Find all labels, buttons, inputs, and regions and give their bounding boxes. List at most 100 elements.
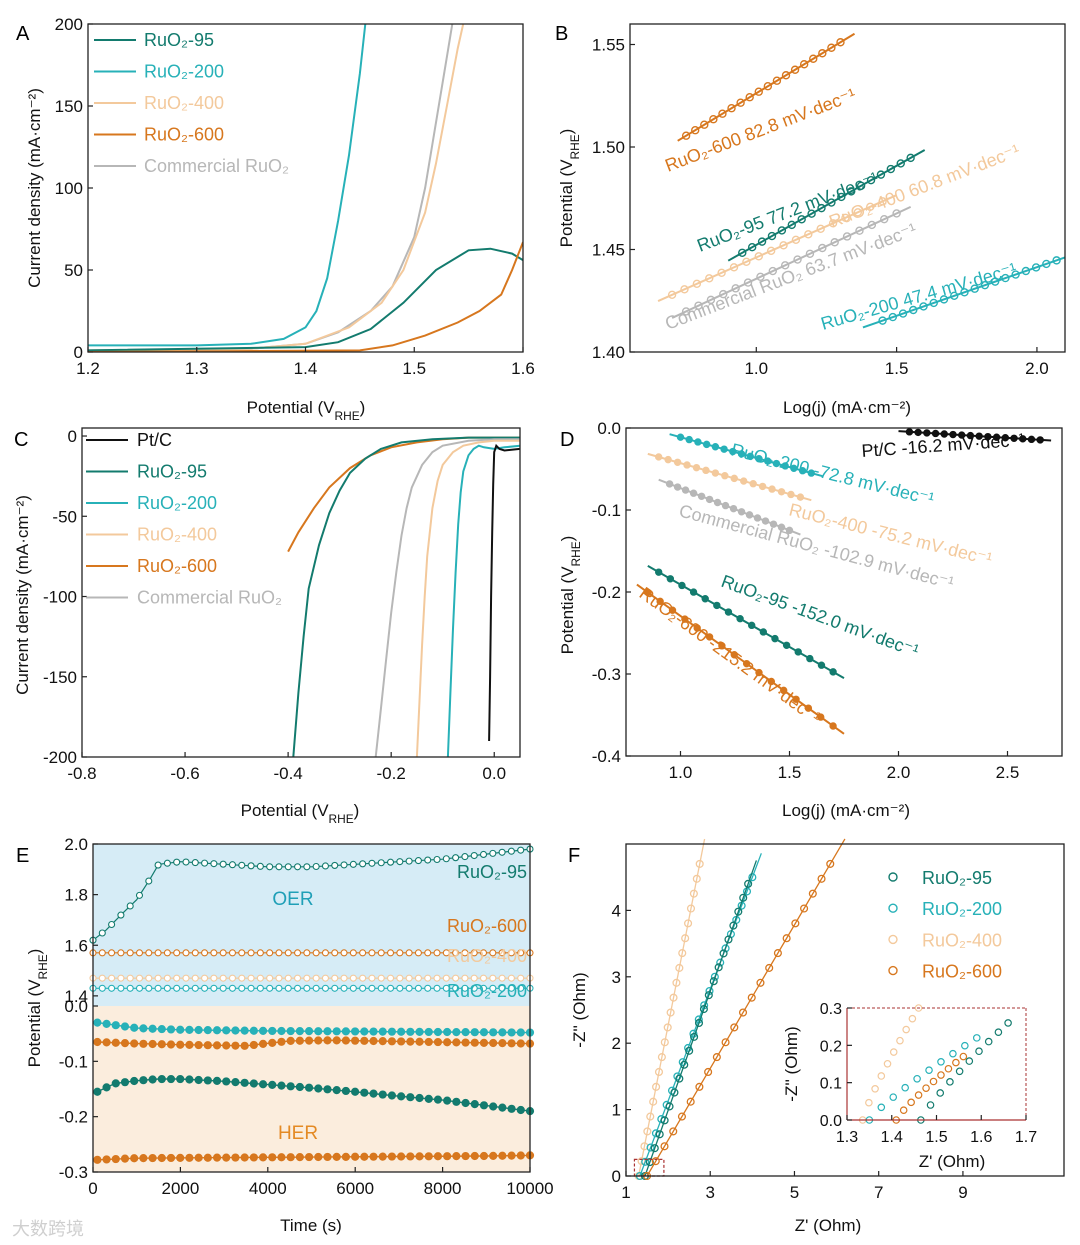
panel-e-oer-point [340, 861, 348, 869]
panel-b-point [919, 302, 928, 311]
panel-f-x-label: 9 [958, 1183, 967, 1202]
panel-e-her-point [277, 1037, 286, 1046]
panel-e-her-point [166, 1153, 176, 1163]
panel-e-her-point [470, 1151, 479, 1161]
panel-e-oer-point [321, 862, 329, 870]
panel-e-oer-point [396, 984, 404, 992]
panel-e-her-point [185, 1025, 194, 1035]
panel-e-her-point [341, 1036, 351, 1045]
panel-e-her-point [304, 1027, 314, 1036]
panel-f-point [782, 934, 791, 943]
panel-e-her-point [148, 1075, 157, 1084]
panel-e-her-point [93, 1037, 102, 1047]
panel-b-point [898, 309, 908, 318]
panel-d-series-label: RuO₂-95 -152.0 mV·dec⁻¹ [719, 571, 922, 661]
panel-e-oer-point [191, 859, 199, 867]
panel-f-point [695, 859, 704, 868]
panel-f-inset-point [907, 1098, 915, 1107]
panel-d-point [984, 432, 992, 441]
panel-b-point [886, 164, 896, 174]
panel-f-point [699, 1005, 708, 1014]
panel-b-series-label: RuO₂-200 47.4 mV·dec⁻¹ [819, 259, 1019, 334]
panel-e-oer-point [256, 862, 264, 870]
panel-e-her-point [369, 1152, 378, 1161]
panel-e-oer-point [340, 974, 348, 982]
panel-f-inset-y-label: 0.2 [820, 1038, 842, 1055]
panel-b-point [694, 301, 703, 310]
panel-b-label: B [555, 23, 568, 45]
panel-e-oer-label: OER [272, 889, 313, 910]
panel-b-xlabel: Log(j) (mA·cm⁻²) [783, 398, 911, 417]
panel-f-inset-point [929, 1077, 938, 1086]
panel-e-oer-point [117, 911, 125, 919]
panel-e-her-point [461, 1038, 470, 1047]
panel-d-point [676, 433, 685, 441]
panel-f-legend-label: RuO₂-95 [922, 868, 992, 888]
panel-e-her-y-label: -0.3 [59, 1163, 88, 1182]
panel-e-her-point [424, 1027, 433, 1037]
panel-b-point [909, 305, 918, 315]
panel-e-oer-point [452, 854, 460, 862]
panel-e-oer-point [210, 949, 218, 957]
panel-b-point [980, 280, 990, 290]
panel-e-her-point [479, 1101, 489, 1110]
panel-e-oer-point [98, 949, 106, 957]
panel-e-oer-point [489, 974, 497, 982]
panel-d-point [693, 624, 701, 632]
panel-f-inset-point [926, 1101, 935, 1109]
panel-e-oer-point [108, 974, 116, 982]
panel-e-oer-point [368, 984, 376, 992]
panel-c-series-line [292, 436, 520, 758]
panel-e-ylabel: Potential (VRHE) [25, 949, 50, 1068]
panel-d-point [758, 482, 767, 491]
panel-e-oer-point [117, 974, 125, 982]
panel-e-her-point [249, 1040, 258, 1050]
panel-f-point [721, 944, 730, 953]
panel-e-her-point [498, 1028, 507, 1037]
panel-d-point [681, 486, 690, 494]
panel-e-oer-point [312, 949, 320, 957]
panel-e-her-point [258, 1026, 268, 1035]
panel-a-series-line [88, 24, 454, 352]
panel-e-her-point [258, 1039, 268, 1048]
panel-e-oer-point [126, 949, 134, 957]
panel-e-oer-point [498, 848, 506, 856]
panel-d-point [721, 471, 729, 480]
panel-f-point [719, 949, 728, 958]
panel-e-her-point [231, 1153, 240, 1162]
panel-f-inset-point [889, 1093, 898, 1101]
panel-e-oer-point [461, 974, 469, 982]
panel-f-inset-point [889, 1048, 898, 1056]
panel-c-series-line [488, 443, 521, 742]
panel-e-oer-point [414, 857, 422, 865]
panel-e-her-point [351, 1087, 360, 1096]
panel-b-point [1042, 259, 1051, 269]
panel-f-point [744, 879, 753, 888]
panel-d-point [782, 641, 791, 649]
panel-e-her-point [470, 1038, 479, 1047]
panel-f-point [669, 1127, 678, 1136]
panel-f-inset-point [959, 1052, 968, 1061]
panel-e-her-point [130, 1076, 139, 1086]
panel-b-x-label: 2.0 [1025, 359, 1049, 378]
panel-e-her-point [452, 1038, 461, 1047]
panel-e-her-point [148, 1153, 157, 1163]
panel-e-oer-point [498, 949, 506, 957]
panel-d-point [689, 588, 698, 596]
panel-e-her-point [387, 1091, 397, 1100]
panel-e-oer-point [135, 974, 144, 982]
panel-e-her-point [360, 1152, 369, 1161]
panel-e-her-point [102, 1019, 111, 1028]
panel-e-her-point [452, 1152, 461, 1161]
panel-e-oer-point [210, 984, 218, 992]
panel-e-her-point [443, 1038, 452, 1047]
panel-f-legend-label: RuO₂-600 [922, 962, 1002, 982]
panel-e-oer-point [479, 984, 488, 992]
panel-e-oer-point [331, 974, 339, 982]
panel-e-her-point [323, 1085, 332, 1094]
panel-e-her-point [102, 1155, 111, 1164]
panel-e-oer-point [498, 984, 506, 992]
panel-e-oer-point [284, 949, 292, 957]
panel-e-oer-point [135, 949, 144, 957]
panel-a-x-label: 1.5 [402, 359, 426, 378]
